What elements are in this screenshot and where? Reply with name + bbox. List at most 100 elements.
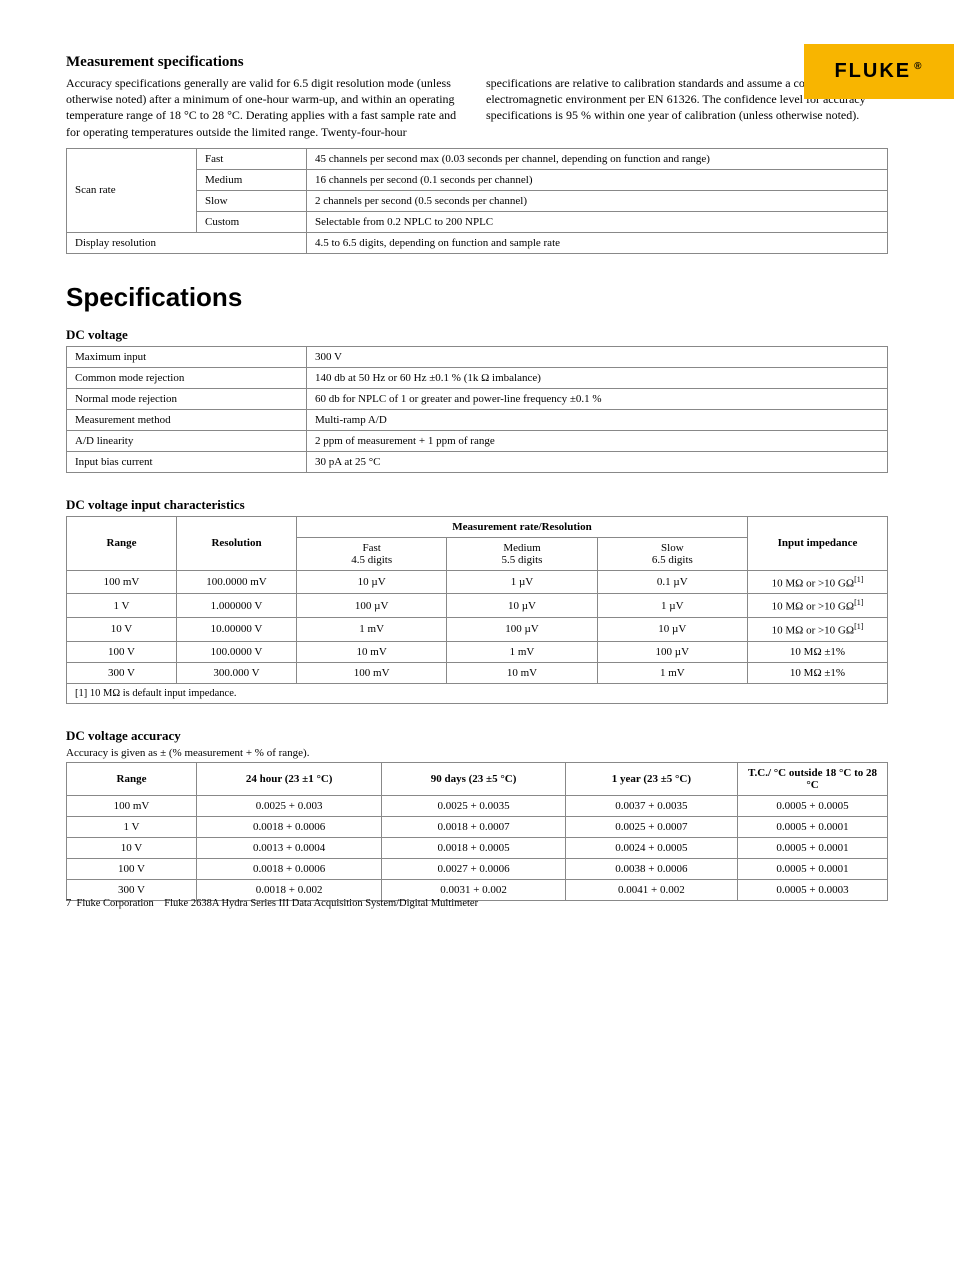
col-tc: T.C./ °C outside 18 °C to 28 °C (738, 762, 888, 795)
tc-cell: 0.0005 + 0.0003 (738, 879, 888, 900)
h24-cell: 0.0025 + 0.003 (197, 795, 382, 816)
col-med: Medium5.5 digits (447, 537, 597, 570)
med-cell: 10 µV (447, 594, 597, 618)
res-cell: 1.000000 V (177, 594, 297, 618)
fluke-logo: FLUKE® (804, 44, 954, 99)
h24-cell: 0.0018 + 0.0006 (197, 858, 382, 879)
rate-cell: Slow (197, 190, 307, 211)
res-cell: 100.0000 V (177, 641, 297, 662)
h24-cell: 0.0018 + 0.0006 (197, 816, 382, 837)
rate-cell: Medium (197, 169, 307, 190)
footnote-row: [1] 10 MΩ is default input impedance. (67, 683, 888, 703)
col-resolution: Resolution (177, 516, 297, 570)
footer-product: Fluke 2638A Hydra Series III Data Acquis… (164, 898, 478, 909)
logo-text: FLUKE® (834, 60, 923, 83)
footer-company: Fluke Corporation (77, 898, 154, 909)
dcv-char-title: DC voltage input characteristics (66, 497, 888, 513)
range-cell: 10 V (67, 837, 197, 858)
med-cell: 1 mV (447, 641, 597, 662)
y1-cell: 0.0025 + 0.0007 (565, 816, 737, 837)
tc-cell: 0.0005 + 0.0001 (738, 858, 888, 879)
imp-cell: 10 MΩ ±1% (748, 641, 888, 662)
res-cell: 300.000 V (177, 662, 297, 683)
val-cell: 2 ppm of measurement + 1 ppm of range (307, 430, 888, 451)
desc-cell: Selectable from 0.2 NPLC to 200 NPLC (307, 211, 888, 232)
range-cell: 100 V (67, 858, 197, 879)
slow-cell: 100 µV (597, 641, 747, 662)
imp-cell: 10 MΩ ±1% (748, 662, 888, 683)
table-row: A/D linearity2 ppm of measurement + 1 pp… (67, 430, 888, 451)
scan-rate-table: Scan rate Fast 45 channels per second ma… (66, 148, 888, 254)
slow-cell: 1 mV (597, 662, 747, 683)
col-90d: 90 days (23 ±5 °C) (382, 762, 566, 795)
col-fast: Fast4.5 digits (297, 537, 447, 570)
key-cell: A/D linearity (67, 430, 307, 451)
page-number: 7 (66, 898, 71, 909)
col-24h: 24 hour (23 ±1 °C) (197, 762, 382, 795)
val-cell: 140 db at 50 Hz or 60 Hz ±0.1 % (1k Ω im… (307, 367, 888, 388)
y1-cell: 0.0024 + 0.0005 (565, 837, 737, 858)
table-row: 1 V 0.0018 + 0.0006 0.0018 + 0.0007 0.00… (67, 816, 888, 837)
logo-reg: ® (914, 61, 923, 72)
col-range: Range (67, 516, 177, 570)
fast-cell: 10 mV (297, 641, 447, 662)
key-cell: Common mode rejection (67, 367, 307, 388)
table-row: Normal mode rejection60 db for NPLC of 1… (67, 388, 888, 409)
table-row: 100 mV 100.0000 mV 10 µV 1 µV 0.1 µV 10 … (67, 570, 888, 594)
dcv-acc-title: DC voltage accuracy (66, 728, 888, 744)
measurement-spec-title: Measurement specifications (66, 54, 888, 71)
range-cell: 100 mV (67, 570, 177, 594)
d90-cell: 0.0027 + 0.0006 (382, 858, 566, 879)
val-cell: 60 db for NPLC of 1 or greater and power… (307, 388, 888, 409)
range-cell: 100 mV (67, 795, 197, 816)
tc-cell: 0.0005 + 0.0001 (738, 816, 888, 837)
fast-cell: 100 mV (297, 662, 447, 683)
slow-cell: 10 µV (597, 618, 747, 642)
dcv-char-table: Range Resolution Measurement rate/Resolu… (66, 516, 888, 704)
table-row: 100 V 0.0018 + 0.0006 0.0027 + 0.0006 0.… (67, 858, 888, 879)
key-cell: Measurement method (67, 409, 307, 430)
imp-cell: 10 MΩ or >10 GΩ[1] (748, 618, 888, 642)
col-slow: Slow6.5 digits (597, 537, 747, 570)
key-cell: Input bias current (67, 451, 307, 472)
rate-cell: Fast (197, 148, 307, 169)
res-cell: 10.00000 V (177, 618, 297, 642)
display-res-desc: 4.5 to 6.5 digits, depending on function… (307, 232, 888, 253)
slow-cell: 1 µV (597, 594, 747, 618)
table-row: 300 V 300.000 V 100 mV 10 mV 1 mV 10 MΩ … (67, 662, 888, 683)
range-cell: 100 V (67, 641, 177, 662)
rate-cell: Custom (197, 211, 307, 232)
desc-cell: 16 channels per second (0.1 seconds per … (307, 169, 888, 190)
slow-cell: 0.1 µV (597, 570, 747, 594)
desc-cell: 45 channels per second max (0.03 seconds… (307, 148, 888, 169)
med-cell: 100 µV (447, 618, 597, 642)
table-row: 1 V 1.000000 V 100 µV 10 µV 1 µV 10 MΩ o… (67, 594, 888, 618)
table-row: Measurement methodMulti-ramp A/D (67, 409, 888, 430)
table-row: Display resolution 4.5 to 6.5 digits, de… (67, 232, 888, 253)
table-row: 100 mV 0.0025 + 0.003 0.0025 + 0.0035 0.… (67, 795, 888, 816)
tc-cell: 0.0005 + 0.0005 (738, 795, 888, 816)
col-measrate: Measurement rate/Resolution (297, 516, 748, 537)
logo-word: FLUKE (834, 60, 911, 82)
dc-voltage-title: DC voltage (66, 327, 888, 343)
display-res-label: Display resolution (67, 232, 307, 253)
val-cell: 30 pA at 25 °C (307, 451, 888, 472)
d90-cell: 0.0018 + 0.0007 (382, 816, 566, 837)
imp-cell: 10 MΩ or >10 GΩ[1] (748, 594, 888, 618)
table-row: Scan rate Fast 45 channels per second ma… (67, 148, 888, 169)
col-impedance: Input impedance (748, 516, 888, 570)
range-cell: 1 V (67, 594, 177, 618)
intro-paragraph: Accuracy specifications generally are va… (66, 75, 888, 140)
y1-cell: 0.0038 + 0.0006 (565, 858, 737, 879)
val-cell: 300 V (307, 346, 888, 367)
range-cell: 1 V (67, 816, 197, 837)
scan-rate-label: Scan rate (67, 148, 197, 232)
header-row: Range 24 hour (23 ±1 °C) 90 days (23 ±5 … (67, 762, 888, 795)
fast-cell: 100 µV (297, 594, 447, 618)
d90-cell: 0.0025 + 0.0035 (382, 795, 566, 816)
val-cell: Multi-ramp A/D (307, 409, 888, 430)
med-cell: 1 µV (447, 570, 597, 594)
specifications-title: Specifications (66, 282, 888, 313)
page-footer: 7 Fluke Corporation Fluke 2638A Hydra Se… (66, 898, 478, 909)
table-row: 100 V 100.0000 V 10 mV 1 mV 100 µV 10 MΩ… (67, 641, 888, 662)
